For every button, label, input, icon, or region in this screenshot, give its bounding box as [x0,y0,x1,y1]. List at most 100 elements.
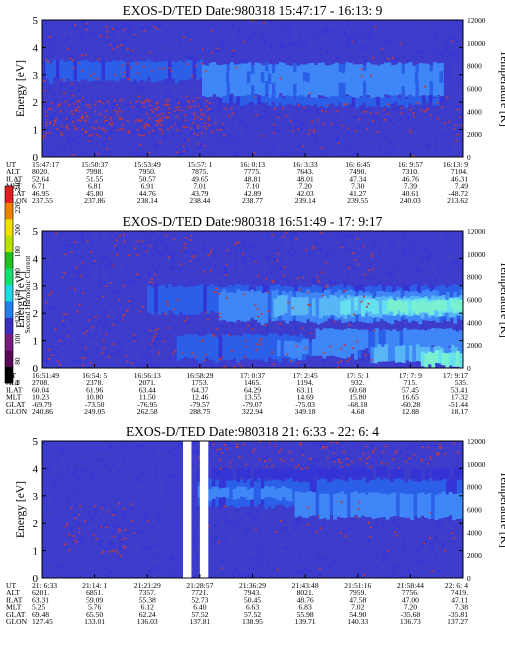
plot-cell [56,145,60,149]
noise-dot [257,275,260,278]
spectral-band-cell [459,353,463,368]
plot-cell [343,29,347,34]
orbit-value: 239.14 [295,196,316,205]
noise-dot [186,126,189,129]
spectral-band-cell [396,331,400,351]
plot-cell [252,155,256,157]
plot-cell [101,99,105,103]
plot-cell [252,257,256,261]
plot-cell [196,145,200,149]
plot-cell [168,267,172,271]
noise-dot [319,527,322,530]
spectral-band-cell [215,487,220,497]
noise-dot [225,297,228,299]
spectral-band-cell [306,98,311,105]
spectral-band-cell [267,333,272,358]
plot-cell [119,349,123,354]
plot-cell [420,569,424,573]
noise-dot [360,300,363,303]
noise-dot [95,538,98,540]
spectral-band-cell [334,72,339,85]
spectral-band-cell [98,62,102,81]
noise-dot [436,454,439,456]
orbit-value: 16: 0:13 [240,160,265,169]
orbit-value: 65.50 [86,610,103,619]
plot-cell [105,487,109,491]
noise-dot [251,20,254,22]
spectral-band-cell [421,73,426,85]
colorbar-tick-label: 180 [13,246,22,257]
noise-dot [340,246,343,249]
noise-dot [49,36,52,38]
noise-dot [341,125,344,127]
noise-dot [95,316,98,319]
noise-dot [260,338,263,340]
spectral-band-cell [397,299,402,311]
spectral-band-cell [316,98,321,108]
noise-dot [360,75,363,78]
plot-cell [196,267,200,271]
plot-cell [416,549,420,554]
plot-cell [259,33,263,37]
spectral-band-cell [382,328,386,348]
plot-cell [150,556,154,560]
noise-dot [72,67,75,70]
noise-dot [128,254,131,256]
noise-dot [66,124,69,127]
plot-cell [45,264,49,268]
noise-dot [54,328,57,330]
plot-cell [287,56,291,60]
plot-cell [248,36,252,40]
orbit-value: 21:51:16 [344,581,371,590]
plot-cell [42,497,46,501]
spectral-band-cell [417,329,421,348]
plot-cell [178,155,182,157]
spectral-band-cell [441,491,446,518]
noise-dot [88,319,91,321]
plot-cell [105,105,109,110]
spectral-band-cell [319,298,323,319]
plot-cell [413,247,417,251]
noise-dot [104,116,107,118]
noise-dot [329,345,332,348]
spectral-band-cell [215,64,220,97]
plot-cell [231,323,235,327]
noise-dot [149,329,152,331]
noise-dot [165,103,168,105]
noise-dot [203,122,206,124]
spectral-band-cell [292,98,297,106]
noise-dot [110,124,113,127]
spectral-band-cell [406,329,411,349]
spectral-band-cell [222,289,227,320]
plot-cell [126,530,130,534]
plot-cell [189,99,193,103]
colorbar-tick-label: 100 [13,333,22,344]
plot-cell [189,122,193,126]
plot-cell [360,46,364,50]
noise-dot [154,333,157,335]
plot-cell [392,573,396,577]
noise-dot [149,245,152,247]
y-tick-label: 5 [33,436,39,448]
spectral-band-cell [322,295,327,316]
noise-dot [374,447,377,450]
spectral-band-cell [205,65,210,98]
plot-cell [241,260,245,264]
orbit-value: 238.44 [189,196,210,205]
spectral-band-cell [350,328,355,349]
plot-cell [101,310,105,314]
spectral-band-cell [287,340,292,357]
plot-cell [322,523,326,527]
noise-dot [116,129,119,131]
noise-dot [197,105,200,108]
plot-cell [234,109,238,113]
plot-cell [339,454,343,458]
plot-cell [143,546,147,550]
plot-cell [308,49,312,53]
noise-dot [214,122,217,124]
plot-cell [66,244,70,248]
spectral-band-cell [431,327,435,346]
spectral-band-cell [391,344,396,361]
plot-cell [220,125,224,129]
spectral-band-cell [84,60,88,80]
